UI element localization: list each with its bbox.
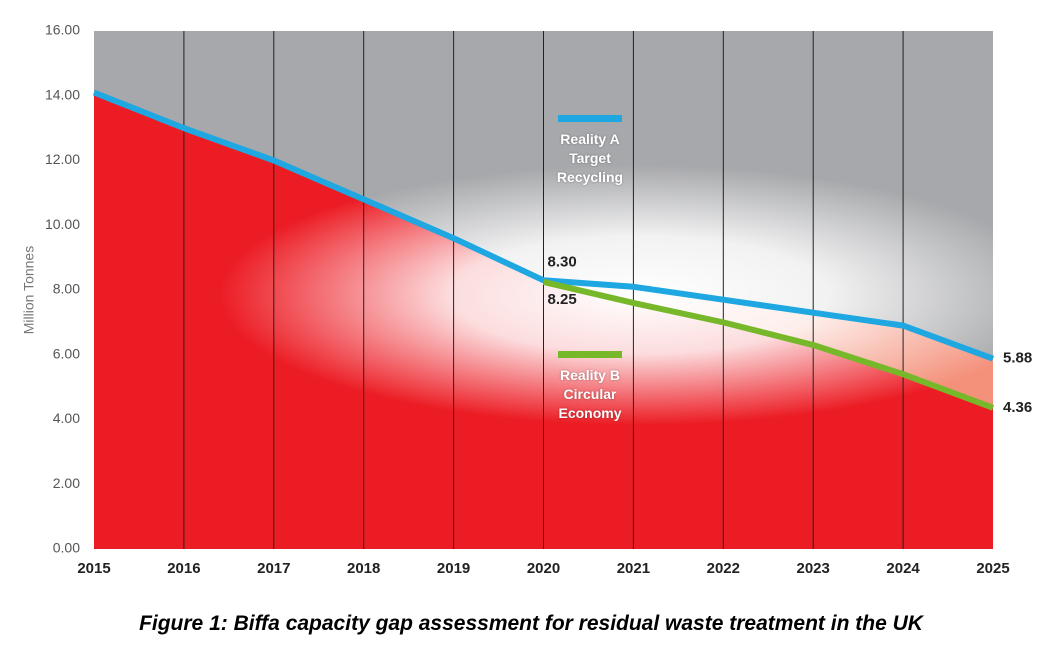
value-label: 8.25	[548, 291, 577, 308]
line	[92, 89, 995, 362]
y-tick-label: 14.00	[45, 86, 80, 102]
y-tick-label: 4.00	[53, 410, 80, 426]
y-tick-label: 6.00	[53, 345, 80, 361]
x-tick-label: 2020	[527, 560, 560, 577]
x-tick-label: 2017	[257, 560, 290, 577]
y-tick-label: 10.00	[45, 216, 80, 232]
legend-swatch	[558, 351, 622, 358]
value-label: 5.88	[1003, 350, 1032, 367]
x-tick-label: 2018	[347, 560, 380, 577]
x-tick-label: 2025	[976, 560, 1009, 577]
x-tick-label: 2016	[167, 560, 200, 577]
y-tick-label: 2.00	[53, 475, 80, 491]
y-axis-title: Million Tonnes	[21, 246, 37, 334]
x-tick-label: 2022	[707, 560, 740, 577]
legend-swatch	[558, 115, 622, 122]
legend-label: Reality B Circular Economy	[558, 367, 622, 421]
x-tick-label: 2019	[437, 560, 470, 577]
legend-label: Reality A Target Recycling	[556, 131, 624, 185]
x-tick-label: 2015	[77, 560, 110, 577]
value-label: 4.36	[1003, 399, 1032, 416]
caption: Figure 1: Biffa capacity gap assessment …	[139, 612, 923, 635]
line	[542, 278, 995, 411]
y-tick-label: 16.00	[45, 22, 80, 38]
x-tick-label: 2021	[617, 560, 650, 577]
value-label: 8.30	[548, 253, 577, 270]
y-tick-label: 12.00	[45, 151, 80, 167]
x-tick-label: 2023	[797, 560, 830, 577]
x-tick-label: 2024	[886, 560, 920, 577]
y-tick-label: 8.00	[53, 281, 80, 297]
y-tick-label: 0.00	[53, 540, 80, 556]
